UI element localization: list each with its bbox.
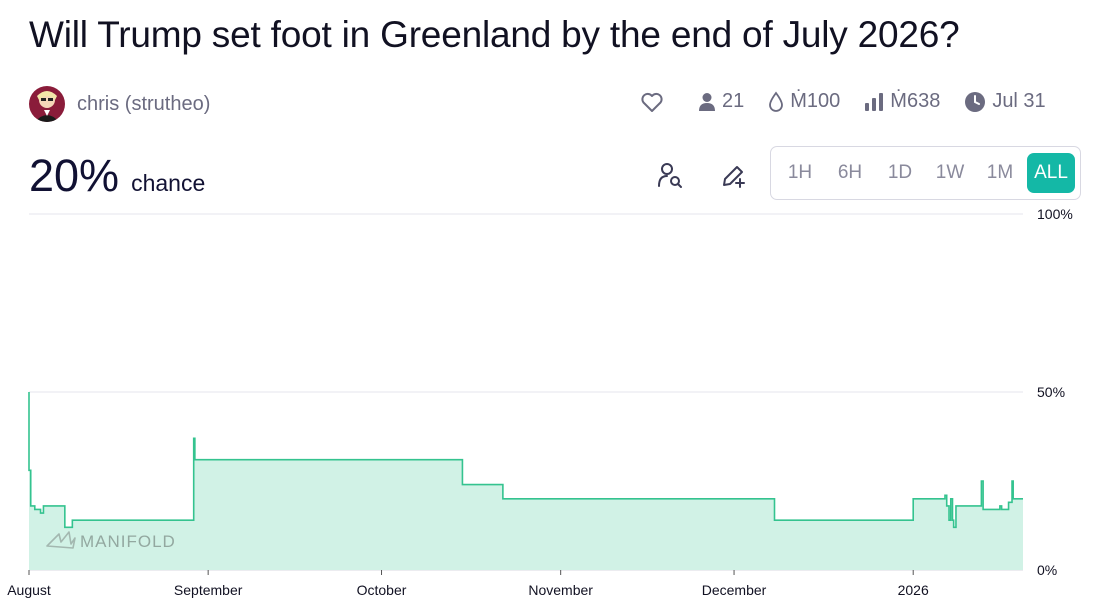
manifold-logo-icon — [46, 531, 76, 549]
range-button-1m[interactable]: 1M — [986, 162, 1014, 183]
volume-value: Ṁ638 — [890, 90, 941, 112]
clock-icon — [965, 91, 986, 112]
x-tick-label: September — [174, 582, 243, 598]
range-button-6h[interactable]: 6H — [837, 162, 863, 183]
market-stats: 21 Ṁ100 Ṁ638 Jul 31 — [640, 90, 1046, 113]
manifold-watermark: MANIFOLD — [46, 531, 176, 551]
range-button-1w[interactable]: 1W — [935, 162, 965, 183]
favorite-button[interactable] — [640, 91, 670, 113]
probability-display: 20% chance — [29, 150, 205, 202]
user-search-button[interactable] — [654, 158, 686, 192]
bar-chart-icon — [865, 92, 884, 111]
author-name[interactable]: chris (strutheo) — [77, 92, 211, 115]
x-tick-label: November — [528, 582, 593, 598]
user-icon — [699, 92, 715, 111]
pencil-plus-icon — [723, 166, 745, 188]
x-tick-label: August — [7, 582, 51, 598]
volume-stat[interactable]: Ṁ638 — [864, 90, 940, 113]
y-tick-label: 0% — [1037, 562, 1057, 578]
y-tick-label: 50% — [1037, 384, 1065, 400]
probability-label: chance — [131, 170, 206, 196]
probability-line — [28, 392, 1023, 529]
traders-count: 21 — [722, 90, 745, 112]
y-tick-label: 100% — [1037, 206, 1073, 222]
question-title: Will Trump set foot in Greenland by the … — [29, 14, 960, 55]
x-tick-label: October — [357, 582, 407, 598]
close-date-stat[interactable]: Jul 31 — [964, 90, 1046, 113]
liquidity-value: Ṁ100 — [790, 90, 841, 112]
edit-button[interactable] — [718, 158, 750, 192]
range-button-1h[interactable]: 1H — [787, 162, 813, 183]
x-tick-label: December — [702, 582, 767, 598]
heart-icon — [641, 92, 663, 112]
range-button-all[interactable]: ALL — [1027, 153, 1075, 193]
liquidity-stat[interactable]: Ṁ100 — [768, 90, 840, 113]
probability-area — [29, 392, 1023, 570]
avatar-icon[interactable] — [29, 86, 65, 122]
close-date: Jul 31 — [992, 90, 1046, 112]
traders-stat[interactable]: 21 — [698, 90, 744, 113]
time-range-selector: 1H 6H 1D 1W 1M ALL — [770, 146, 1081, 200]
x-tick-label: 2026 — [898, 582, 929, 598]
probability-chart[interactable]: MANIFOLD August September October November D… — [0, 200, 1100, 608]
user-search-icon — [658, 163, 682, 188]
author[interactable]: chris (strutheo) — [29, 86, 210, 122]
watermark-text: MANIFOLD — [80, 532, 176, 551]
droplet-icon — [769, 90, 784, 112]
probability-value: 20% — [29, 150, 120, 201]
range-button-1d[interactable]: 1D — [887, 162, 913, 183]
